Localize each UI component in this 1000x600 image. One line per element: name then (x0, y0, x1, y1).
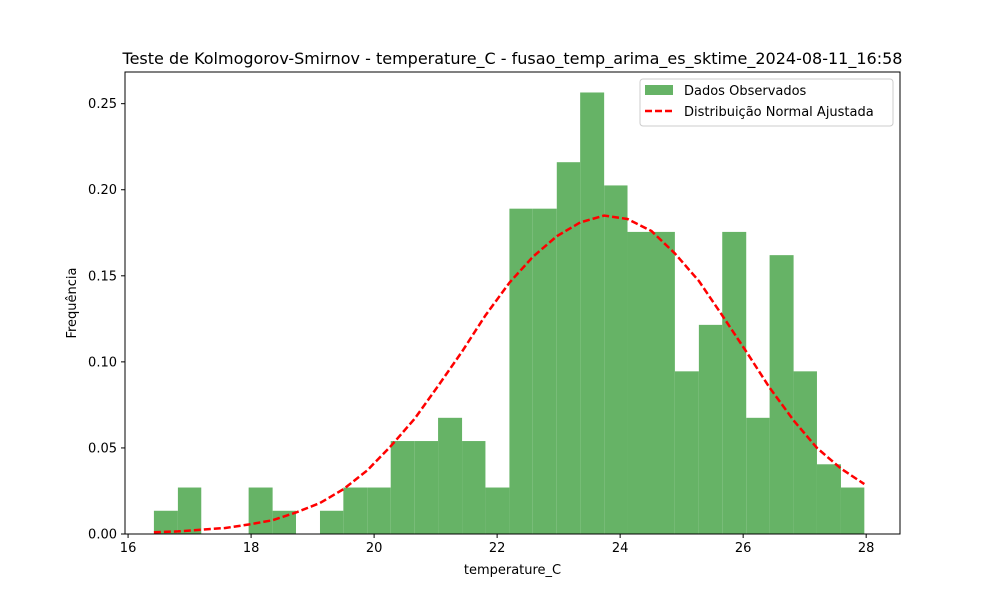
histogram-bar (722, 231, 747, 534)
histogram-bar (367, 487, 391, 534)
histogram-bar (793, 371, 817, 534)
histogram-bar (840, 487, 865, 534)
histogram-bar (462, 441, 486, 534)
histogram-bar (746, 417, 770, 534)
histogram-bar (319, 510, 344, 534)
histogram-bar (153, 510, 178, 534)
x-tick-label: 22 (489, 541, 506, 556)
histogram-bar (651, 231, 675, 534)
x-axis-ticks: 16 18 20 22 24 26 28 (120, 534, 875, 556)
histogram-bar (604, 185, 628, 534)
legend-swatch-observed (645, 85, 673, 95)
histogram-bar (390, 441, 415, 534)
fitted-normal-curve (153, 214, 866, 534)
histogram-bar (177, 487, 202, 534)
y-tick-label: 0.20 (88, 183, 117, 198)
y-axis-ticks: 0.00 0.05 0.10 0.15 0.20 0.25 (88, 97, 125, 543)
chart-title: Teste de Kolmogorov-Smirnov - temperatur… (122, 49, 903, 69)
histogram-bar (580, 92, 605, 534)
legend-label-observed: Dados Observados (684, 84, 807, 99)
plot-frame (124, 71, 901, 535)
histogram-bar (272, 510, 296, 534)
y-tick-label: 0.10 (88, 355, 117, 370)
legend-label-normal: Distribuição Normal Ajustada (684, 105, 874, 120)
y-tick-label: 0.25 (88, 97, 117, 112)
legend-box (639, 78, 894, 127)
x-tick-label: 24 (612, 541, 629, 556)
histogram-bar (414, 441, 439, 534)
x-axis-label: temperature_C (464, 563, 561, 578)
histogram-bar (485, 487, 510, 534)
histogram-bar (438, 417, 463, 534)
histogram-bar (248, 487, 273, 534)
histogram-bar (509, 208, 533, 535)
histogram-bar (769, 255, 794, 535)
histogram-bar (532, 208, 557, 535)
fitted-curve-layer (153, 214, 866, 534)
histogram-bar (627, 231, 652, 534)
x-tick-label: 28 (858, 541, 875, 556)
histogram-bar (816, 464, 841, 534)
histogram-bars (153, 92, 865, 535)
histogram-bar (343, 487, 368, 534)
histogram-bar (674, 371, 699, 534)
x-tick-label: 26 (735, 541, 752, 556)
x-tick-label: 16 (120, 541, 137, 556)
y-tick-label: 0.15 (88, 269, 117, 284)
y-tick-label: 0.05 (88, 441, 117, 456)
x-tick-label: 20 (366, 541, 383, 556)
legend: Dados Observados Distribuição Normal Aju… (639, 78, 894, 127)
x-tick-label: 18 (243, 541, 260, 556)
y-tick-label: 0.00 (88, 528, 117, 543)
histogram-bar (698, 324, 723, 534)
y-axis-label: Frequência (65, 267, 80, 338)
histogram-bar (556, 162, 581, 534)
